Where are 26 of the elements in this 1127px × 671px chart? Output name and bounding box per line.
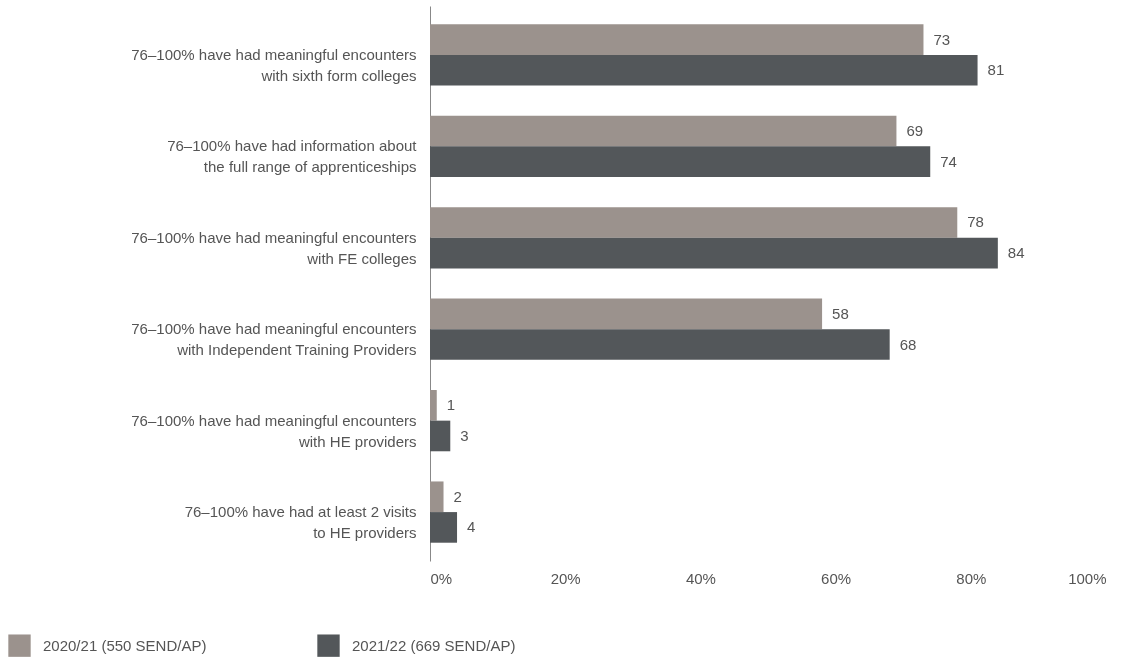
legend-label: 2021/22 (669 SEND/AP) [352,636,516,654]
data-label: 84 [1007,244,1025,262]
x-tick-label: 60% [821,569,852,587]
data-label: 73 [933,30,951,48]
y-tick-label: 76–100% have had meaningful encounters with FE colleges [131,228,417,267]
y-tick-label: 76–100% have had meaningful encounters with sixth form colleges [131,45,417,84]
data-label: 4 [467,518,476,536]
x-tick-label: 40% [685,569,716,587]
y-tick-label: 76–100% have had meaningful encounters with Independent Training Providers [131,320,417,359]
data-label: 68 [899,335,917,353]
data-label: 58 [832,304,849,322]
x-tick-label: 0% [430,569,453,587]
y-tick-label: 76–100% have had information about the full range of apprenticeships [167,137,418,176]
data-label: 69 [906,122,924,140]
data-label: 74 [940,152,957,170]
data-label: 2 [453,487,462,505]
data-label: 78 [967,213,984,231]
x-tick-label: 100% [1068,569,1107,587]
legend-label: 2020/21 (550 SEND/AP) [43,636,207,654]
x-tick-label: 80% [956,569,987,587]
data-label: 1 [446,396,456,414]
data-label: 81 [987,61,1005,79]
y-tick-label: 76–100% have had at least 2 visits to HE providers [184,503,417,542]
data-label: 3 [460,426,469,444]
x-tick-label: 20% [550,569,581,587]
y-tick-label: 76–100% have had meaningful encounters with HE providers [131,411,417,450]
